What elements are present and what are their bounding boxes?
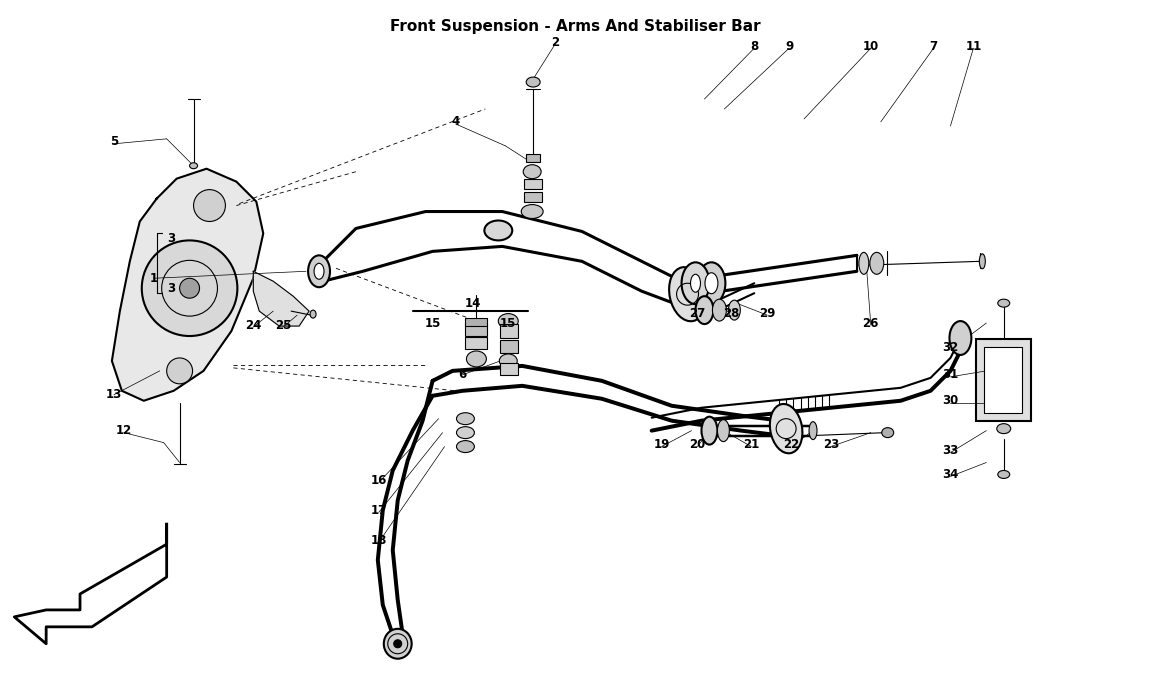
Ellipse shape (998, 299, 1010, 307)
Text: 15: 15 (424, 317, 440, 330)
Text: 31: 31 (942, 368, 959, 381)
Polygon shape (253, 271, 309, 326)
Bar (527, 154, 540, 162)
Ellipse shape (467, 351, 486, 367)
Ellipse shape (521, 205, 543, 219)
Bar (976, 339, 1032, 421)
Text: 4: 4 (451, 115, 460, 128)
Ellipse shape (859, 252, 868, 275)
Text: 12: 12 (116, 424, 132, 437)
Circle shape (141, 240, 237, 336)
Bar (500, 340, 519, 353)
Circle shape (167, 358, 192, 384)
Circle shape (179, 278, 200, 298)
Text: 11: 11 (965, 40, 981, 53)
Ellipse shape (718, 419, 729, 442)
Bar (524, 192, 542, 201)
Ellipse shape (457, 441, 475, 453)
Ellipse shape (882, 428, 894, 438)
Text: 8: 8 (750, 40, 758, 53)
Ellipse shape (498, 313, 519, 329)
Text: 3: 3 (168, 232, 176, 245)
Ellipse shape (713, 299, 727, 321)
Bar (984, 347, 1022, 413)
Ellipse shape (702, 417, 718, 445)
Ellipse shape (869, 252, 883, 275)
Ellipse shape (314, 264, 324, 279)
Ellipse shape (484, 221, 512, 240)
Ellipse shape (998, 471, 1010, 478)
Text: 32: 32 (942, 342, 959, 354)
Ellipse shape (384, 629, 412, 658)
Text: 26: 26 (862, 317, 879, 330)
Polygon shape (14, 525, 167, 644)
Ellipse shape (810, 421, 816, 440)
Text: 14: 14 (465, 296, 481, 309)
Text: 18: 18 (370, 533, 388, 546)
Text: 27: 27 (689, 307, 706, 320)
Text: Front Suspension - Arms And Stabiliser Bar: Front Suspension - Arms And Stabiliser B… (390, 19, 760, 34)
Ellipse shape (310, 310, 316, 318)
Bar (500, 324, 519, 338)
Text: 13: 13 (106, 388, 122, 402)
Text: 9: 9 (785, 40, 793, 53)
Ellipse shape (980, 254, 986, 269)
Text: 2: 2 (551, 36, 559, 48)
Text: 33: 33 (942, 444, 959, 457)
Text: 23: 23 (823, 438, 840, 451)
Text: 30: 30 (942, 394, 959, 407)
Text: 7: 7 (929, 40, 937, 53)
Ellipse shape (728, 300, 741, 320)
Text: 29: 29 (759, 307, 775, 320)
Text: 21: 21 (743, 438, 759, 451)
Circle shape (193, 190, 225, 221)
Ellipse shape (499, 354, 518, 368)
Bar (524, 179, 542, 189)
Text: 15: 15 (500, 317, 516, 330)
Ellipse shape (997, 423, 1011, 434)
Ellipse shape (527, 77, 540, 87)
Text: 22: 22 (783, 438, 799, 451)
Text: 25: 25 (275, 318, 291, 331)
Text: 1: 1 (150, 272, 158, 285)
Text: 28: 28 (723, 307, 739, 320)
Circle shape (393, 640, 401, 647)
Text: 5: 5 (109, 135, 118, 148)
Ellipse shape (769, 404, 803, 454)
Ellipse shape (308, 255, 330, 288)
Text: 3: 3 (168, 281, 176, 295)
Text: 24: 24 (245, 318, 261, 331)
Ellipse shape (690, 275, 700, 292)
Text: 34: 34 (942, 468, 959, 481)
Text: 20: 20 (689, 438, 706, 451)
Text: 16: 16 (370, 474, 388, 487)
Ellipse shape (682, 262, 710, 304)
Ellipse shape (698, 262, 726, 304)
Ellipse shape (523, 165, 542, 179)
Ellipse shape (696, 296, 713, 324)
Ellipse shape (950, 321, 972, 355)
Bar (466, 337, 488, 349)
Ellipse shape (457, 427, 475, 438)
Ellipse shape (190, 163, 198, 169)
Ellipse shape (457, 413, 475, 425)
Ellipse shape (705, 273, 718, 294)
Polygon shape (112, 169, 263, 401)
Bar (466, 318, 488, 326)
Bar (466, 324, 488, 336)
Ellipse shape (669, 267, 706, 321)
Text: 10: 10 (862, 40, 879, 53)
Bar (500, 363, 519, 375)
Text: 17: 17 (370, 504, 386, 517)
Text: 19: 19 (653, 438, 669, 451)
Text: 6: 6 (459, 368, 467, 381)
